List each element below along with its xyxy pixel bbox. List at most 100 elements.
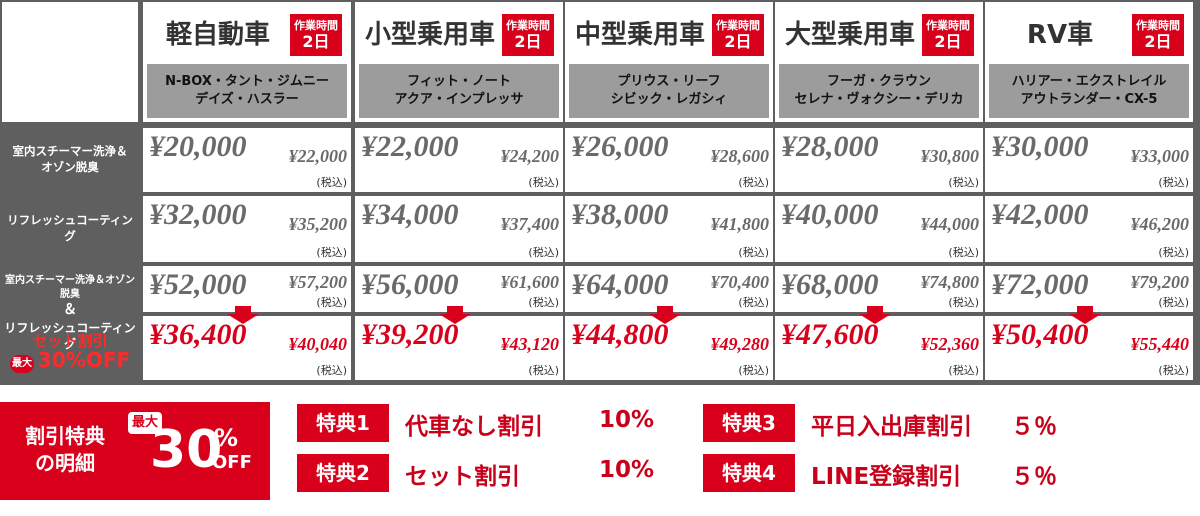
price-cell	[775, 128, 983, 192]
price: ¥22,000	[361, 130, 459, 163]
tax-included-price: ¥55,440	[1130, 334, 1190, 354]
discount-label: セット割引	[32, 332, 108, 350]
tax-included-price: ¥41,800	[710, 214, 770, 234]
price-cell	[355, 316, 563, 380]
price: ¥64,000	[571, 268, 669, 301]
work-time-badge: 作業時間 2日	[1132, 14, 1184, 56]
price: ¥26,000	[571, 130, 669, 163]
examples-box: フーガ・クラウンセレナ・ヴォクシー・デリカ	[779, 64, 979, 118]
tax-note: (税込)	[1158, 364, 1189, 377]
price-cell	[985, 316, 1193, 380]
down-arrow-stem	[657, 306, 673, 314]
price-cell	[985, 196, 1193, 262]
row-label-line: 室内スチーマー洗浄＆	[12, 144, 128, 159]
price-cell	[565, 266, 773, 312]
row-label-line: リフレッシュコーティング	[7, 213, 133, 243]
price-cell	[565, 196, 773, 262]
price-cell	[985, 266, 1193, 312]
tax-note: (税込)	[316, 246, 347, 259]
examples-line: プリウス・リーフ	[617, 73, 721, 89]
tax-included-price: ¥33,000	[1130, 146, 1190, 166]
benefit-tag: 特典1	[297, 404, 389, 442]
examples-line: ハリアー・エクストレイル	[1011, 73, 1167, 89]
badge-text: 2日	[514, 32, 542, 51]
badge-text: 作業時間	[294, 18, 338, 32]
price-cell	[355, 128, 563, 192]
down-arrow-stem	[447, 306, 463, 314]
price: ¥72,000	[991, 268, 1089, 301]
tax-included-price: ¥79,200	[1130, 272, 1190, 292]
price-cell	[143, 196, 351, 262]
row-label-line: 室内スチーマー洗浄＆オゾン脱臭	[5, 275, 135, 300]
benefits-title-line: の明細	[35, 451, 95, 475]
tax-note: (税込)	[738, 296, 769, 309]
badge-text: 作業時間	[1136, 18, 1180, 32]
tax-note: (税込)	[528, 364, 559, 377]
examples-line: セレナ・ヴォクシー・デリカ	[794, 92, 964, 107]
tax-included-price: ¥61,600	[500, 272, 560, 292]
tax-included-price: ¥74,800	[920, 272, 980, 292]
price: ¥52,000	[149, 268, 247, 301]
benefits-badge-top: 最大	[128, 412, 162, 434]
row-label-line: オゾン脱臭	[41, 160, 99, 174]
examples-line: デイズ・ハスラー	[195, 92, 299, 107]
price-cell	[565, 128, 773, 192]
tax-included-price: ¥22,000	[288, 146, 348, 166]
work-time-badge: 作業時間 2日	[502, 14, 554, 56]
discount-badge: 最大	[10, 355, 34, 373]
tax-note: (税込)	[948, 176, 979, 189]
tax-note: (税込)	[316, 364, 347, 377]
benefit-name: 平日入出庫割引	[811, 414, 972, 440]
price: ¥20,000	[149, 130, 247, 163]
badge-text: 作業時間	[716, 18, 760, 32]
price: ¥32,000	[149, 198, 247, 231]
price-cell	[775, 196, 983, 262]
examples-box: プリウス・リーフ シビック・レガシィ	[569, 64, 769, 118]
examples-line: フーガ・クラウン	[826, 73, 931, 89]
tax-included-price: ¥37,400	[500, 214, 560, 234]
price: ¥38,000	[571, 198, 669, 231]
examples-box: ハリアー・エクストレイル アウトランダー・CX-5	[989, 64, 1189, 118]
examples-box: N-BOX・タント・ジムニー デイズ・ハスラー	[147, 64, 347, 118]
tax-included-price: ¥57,200	[288, 272, 348, 292]
discount-rate: 30%OFF	[38, 348, 131, 372]
down-arrow-head	[439, 314, 471, 324]
badge-text: 2日	[1144, 32, 1172, 51]
tax-included-price: ¥24,200	[500, 146, 560, 166]
tax-note: (税込)	[316, 176, 347, 189]
price-cell	[775, 316, 983, 380]
vehicle-name: 軽自動車	[165, 19, 270, 50]
tax-note: (税込)	[738, 176, 769, 189]
row-label-line: リフレッシュコーティング	[4, 320, 136, 352]
price-cell	[143, 316, 351, 380]
badge-text: 作業時間	[926, 18, 970, 32]
price-cell	[355, 266, 563, 312]
tax-note: (税込)	[738, 364, 769, 377]
badge-text: 2日	[934, 32, 962, 51]
price: ¥40,000	[781, 198, 879, 231]
price-cell	[565, 316, 773, 380]
work-time-badge: 作業時間 2日	[712, 14, 764, 56]
price-cell	[355, 196, 563, 262]
row-label: 室内スチーマー洗浄＆ オゾン脱臭	[2, 128, 138, 192]
tax-note: (税込)	[528, 176, 559, 189]
tax-note: (税込)	[1158, 246, 1189, 259]
benefit-rate: 10%	[599, 407, 655, 433]
benefits-badge-percent: %	[214, 424, 239, 452]
tax-included-price: ¥43,120	[500, 334, 560, 354]
tax-note: (税込)	[1158, 296, 1189, 309]
vehicle-name: 中型乗用車	[574, 19, 705, 50]
tax-included-price: ¥46,200	[1130, 214, 1190, 234]
benefit-tag: 特典3	[703, 404, 795, 442]
benefit-rate: ５％	[1011, 414, 1057, 440]
tax-note: (税込)	[948, 296, 979, 309]
tax-included-price: ¥28,600	[710, 146, 770, 166]
price: ¥34,000	[361, 198, 459, 231]
tax-note: (税込)	[316, 296, 347, 309]
work-time-badge: 作業時間 2日	[922, 14, 974, 56]
price-cell	[143, 266, 351, 312]
price: ¥42,000	[991, 198, 1089, 231]
examples-line: N-BOX・タント・ジムニー	[165, 73, 329, 89]
tax-included-price: ¥70,400	[710, 272, 770, 292]
benefits-title-line: 割引特典	[25, 424, 105, 448]
